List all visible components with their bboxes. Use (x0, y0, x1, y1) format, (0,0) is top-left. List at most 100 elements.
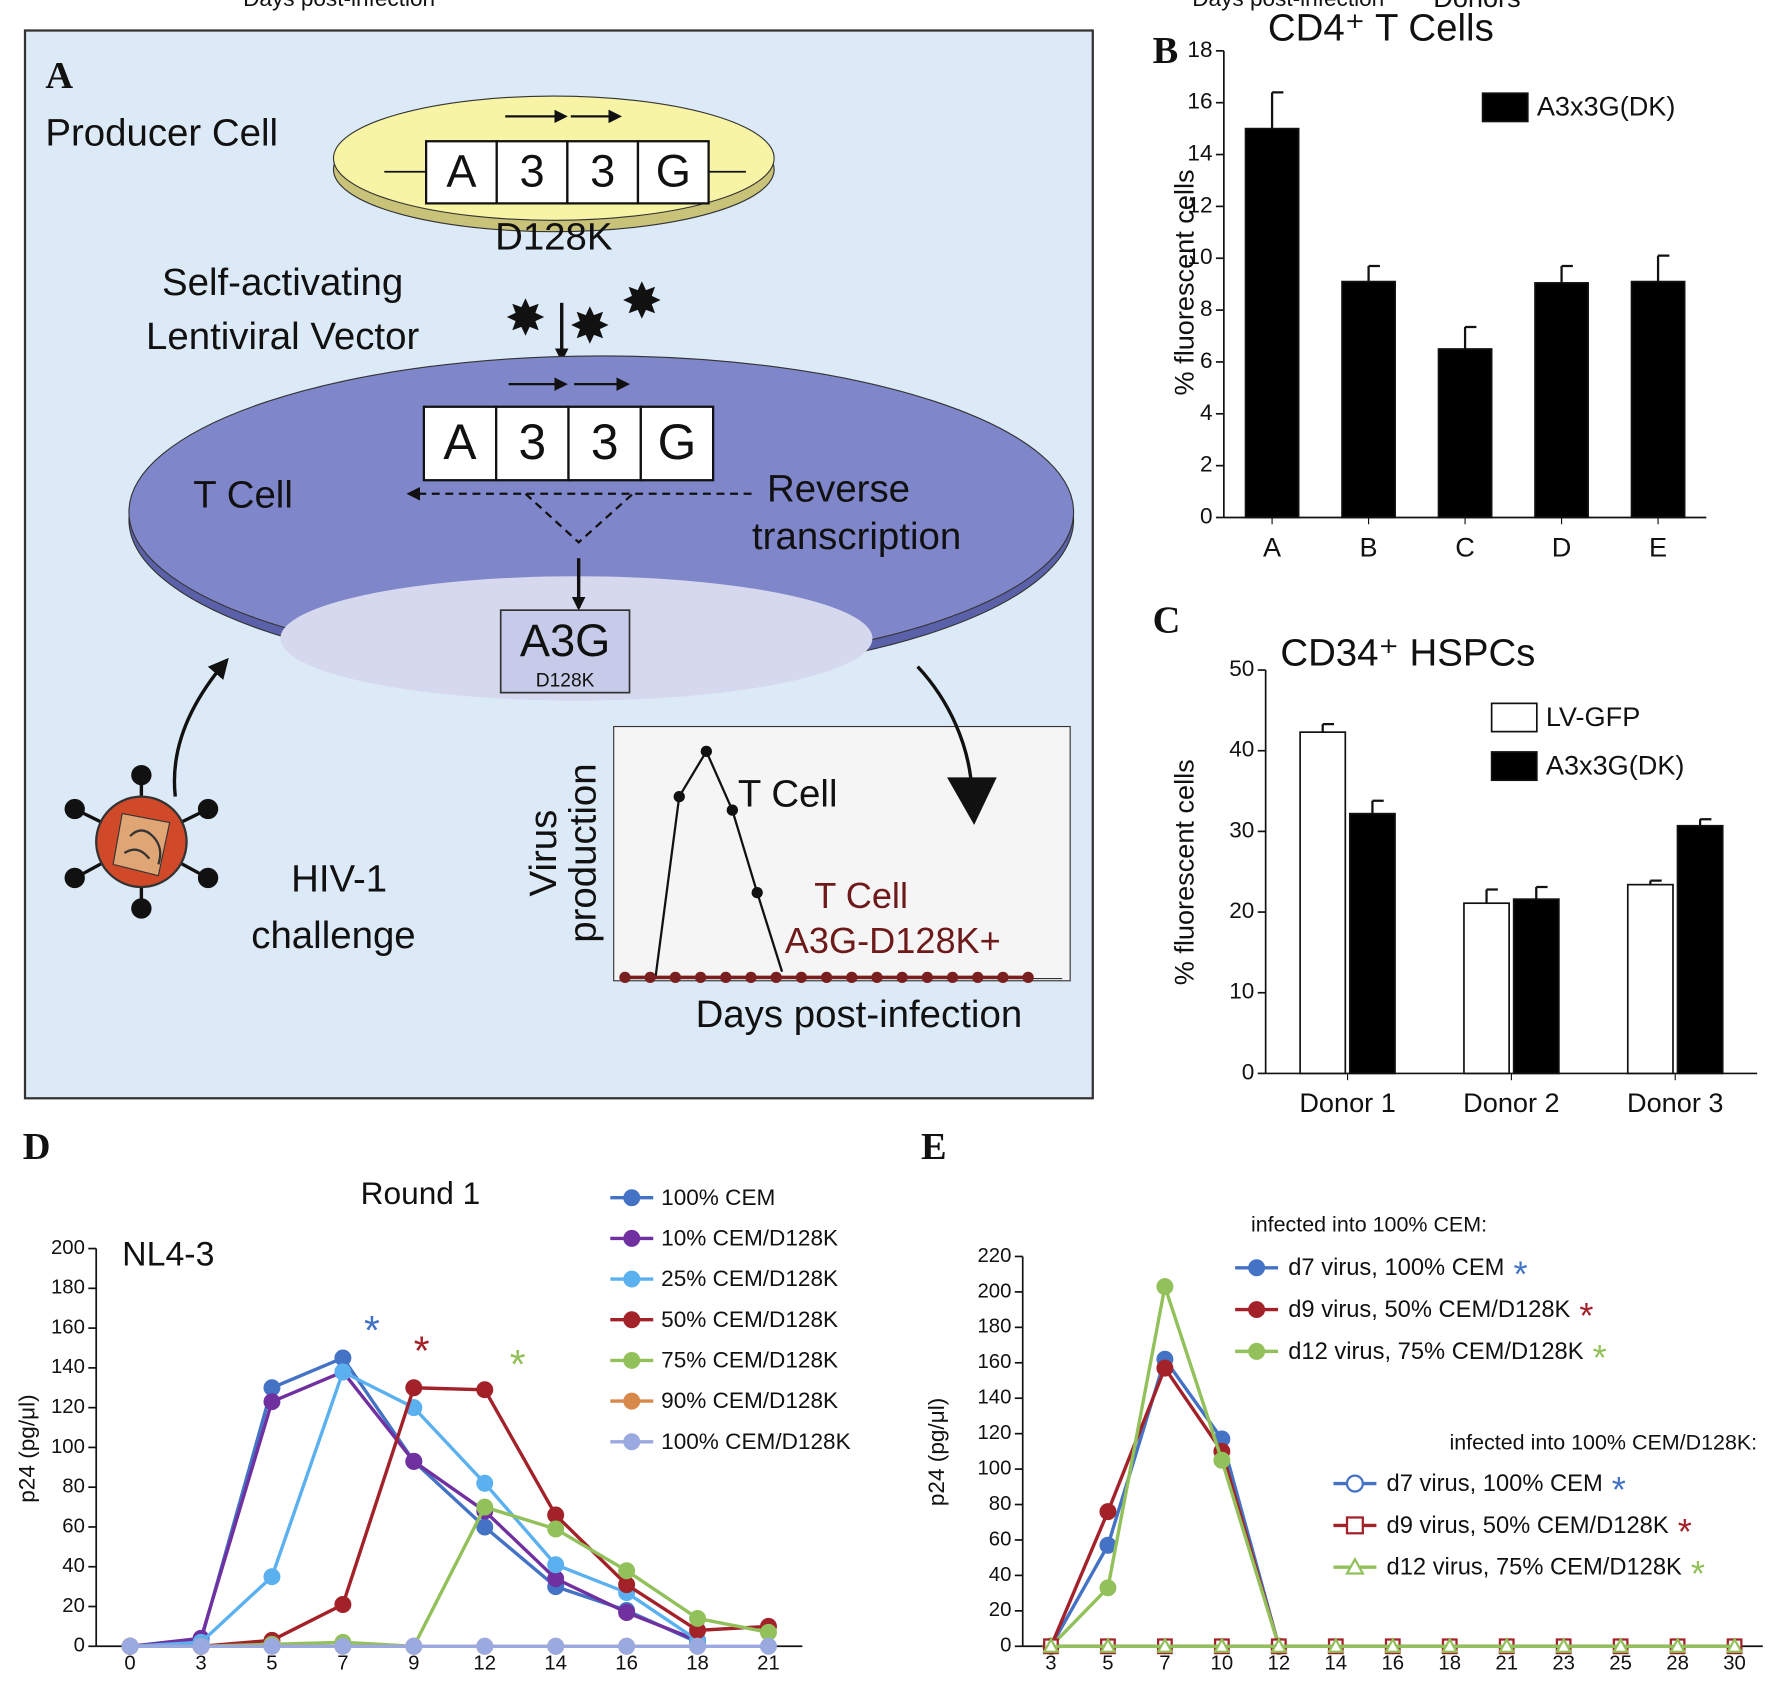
marker (1156, 1359, 1174, 1377)
gene-box (566, 140, 640, 205)
y-tick-label: 160 (977, 1351, 1011, 1373)
error-bar (1560, 264, 1573, 283)
inset-xlabel: Days post-infection (696, 993, 1023, 1036)
gene-box (495, 405, 570, 482)
x-tick-label: 10 (1211, 1653, 1234, 1675)
x-tick-label: 14 (1324, 1653, 1347, 1675)
legend-label: d12 virus, 75% CEM/D128K (1288, 1339, 1583, 1365)
error-bar (1463, 325, 1477, 349)
y-tick-label: 2 (1200, 452, 1213, 477)
legend-label: 50% CEM/D128K (661, 1307, 838, 1332)
inset-flat-point (846, 971, 858, 984)
y-tick-label: 20 (62, 1595, 85, 1617)
y-tick-label: 160 (51, 1316, 85, 1338)
y-tick-label: 10 (1229, 979, 1254, 1004)
y-tick-label: 60 (62, 1515, 85, 1537)
marker (1345, 1556, 1365, 1575)
y-axis-label: % fluorescent cells (1169, 759, 1200, 985)
bar (1348, 812, 1396, 1075)
legend-label: 75% CEM/D128K (661, 1348, 838, 1373)
inset-flat-point (871, 971, 883, 984)
x-tick-label: 21 (757, 1653, 780, 1675)
series-line (1049, 1355, 1281, 1648)
marker (1248, 1259, 1266, 1277)
marker (192, 1637, 210, 1655)
y-tick-label: 0 (1242, 1059, 1255, 1084)
x-tick-label: 16 (615, 1653, 638, 1675)
a3g-label: A3G (520, 615, 610, 666)
inset-flat-point (644, 971, 656, 984)
bar (1463, 902, 1510, 1075)
legend-label: 90% CEM/D128K (661, 1388, 838, 1413)
panel-label: C (1153, 600, 1181, 642)
gene-box (636, 140, 710, 205)
chart: D Round 1 NL4-3 p24 (pg/μl) Days post-infect… (14, 0, 850, 1675)
marker (760, 1637, 777, 1655)
y-tick-label: 120 (977, 1422, 1011, 1444)
legend-label: d12 virus, 75% CEM/D128K (1387, 1555, 1682, 1581)
legend-group: infected into 100% CEM: (1251, 1213, 1487, 1237)
marker (1270, 1637, 1288, 1653)
inset-flat-point (820, 971, 833, 984)
bar (1299, 731, 1347, 1075)
error-bar (1535, 885, 1548, 900)
y-tick-label: 100 (51, 1436, 85, 1458)
y-tick-label: 0 (74, 1635, 85, 1657)
x-tick-label: 14 (544, 1653, 567, 1675)
x-tick-label: 3 (1045, 1653, 1056, 1675)
marker (618, 1637, 636, 1655)
star: ✸ (569, 298, 611, 354)
error-bar (1371, 799, 1384, 814)
marker (1099, 1579, 1117, 1597)
marker (476, 1498, 494, 1516)
annotation-star: * (510, 1341, 526, 1387)
panel-label: A (45, 55, 73, 97)
marker (623, 1189, 641, 1207)
gene-letter: 3 (591, 414, 619, 470)
inset-flat-point (694, 971, 707, 984)
y-tick-label: 220 (977, 1245, 1011, 1267)
panel-label: B (1153, 30, 1179, 72)
chart: C CD34⁺ HSPCs % fluorescent cells 0 10 20 30 40… (1153, 600, 1758, 1118)
y-tick-label: 140 (977, 1387, 1011, 1409)
gene-box (424, 140, 498, 205)
x-tick-label: 7 (337, 1653, 348, 1675)
x-tick-label: 18 (1438, 1653, 1461, 1675)
y-tick-label: 40 (62, 1555, 85, 1577)
y-tick-label: 180 (977, 1316, 1011, 1338)
vector-text: Lentiviral Vector (146, 315, 419, 358)
legend-label: d7 virus, 100% CEM (1387, 1471, 1603, 1497)
marker (1725, 1637, 1744, 1653)
x-tick-label: B (1360, 531, 1378, 562)
gene-letter: 3 (590, 146, 615, 197)
marker (689, 1609, 707, 1627)
marker (618, 1604, 636, 1621)
y-tick-label: 80 (62, 1476, 85, 1498)
marker (1156, 1637, 1174, 1653)
y-axis-label: p24 (pg/μl) (14, 1394, 39, 1502)
star: ✸ (505, 290, 547, 346)
inset-label: T Cell (814, 875, 908, 916)
x-tick-label: 12 (1268, 1653, 1291, 1675)
release-arrow (916, 665, 974, 792)
gene-box (639, 405, 715, 482)
legend-label: LV-GFP (1546, 701, 1640, 732)
error-bar (1656, 254, 1670, 282)
y-axis-label: p24 (pg/μl) (924, 1398, 949, 1506)
x-axis-label: Donors (1433, 0, 1520, 13)
inset-ylabel: production (562, 763, 605, 942)
y-tick-label: 14 (1187, 141, 1212, 166)
y-tick-label: 180 (51, 1277, 85, 1299)
marker (1099, 1503, 1117, 1521)
annotation-star: * (364, 1307, 380, 1353)
x-tick-label: 5 (266, 1653, 277, 1675)
legend-label: 10% CEM/D128K (661, 1225, 838, 1250)
marker (405, 1637, 423, 1655)
rt-label: Reverse (767, 468, 910, 511)
gene-letter: 3 (519, 414, 547, 470)
x-tick-label: 16 (1381, 1653, 1404, 1675)
y-tick-label: 140 (51, 1356, 85, 1378)
y-tick-label: 0 (1000, 1635, 1011, 1657)
marker (1384, 1637, 1402, 1653)
